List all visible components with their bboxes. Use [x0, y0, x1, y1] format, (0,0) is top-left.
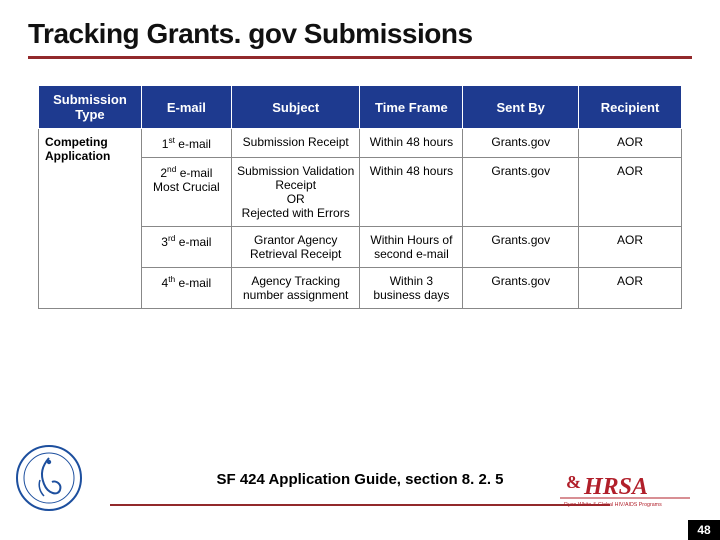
cell-subject: Submission Validation ReceiptORRejected … [231, 158, 360, 227]
table-row: Competing Application1st e-mailSubmissio… [39, 129, 682, 158]
cell-subject: Agency Tracking number assignment [231, 268, 360, 309]
cell-sentby: Grants.gov [463, 268, 579, 309]
hrsa-logo-icon: & HRSA Ryan White & Global HIV/AIDS Prog… [560, 470, 690, 510]
cell-recipient: AOR [579, 268, 682, 309]
table-column-header: Subject [231, 86, 360, 129]
svg-text:&: & [566, 472, 581, 492]
table-column-header: Recipient [579, 86, 682, 129]
cell-email: 4th e-mail [141, 268, 231, 309]
hhs-seal-icon [14, 444, 84, 512]
cell-timeframe: Within 48 hours [360, 129, 463, 158]
title-rule [28, 56, 692, 59]
tracking-table: Submission TypeE-mailSubjectTime FrameSe… [38, 85, 682, 309]
table-rowhead: Competing Application [39, 129, 142, 309]
cell-subject: Grantor Agency Retrieval Receipt [231, 227, 360, 268]
cell-subject: Submission Receipt [231, 129, 360, 158]
table-column-header: Sent By [463, 86, 579, 129]
table-header-row: Submission TypeE-mailSubjectTime FrameSe… [39, 86, 682, 129]
slide: Tracking Grants. gov Submissions Submiss… [0, 0, 720, 540]
footer-rule [110, 504, 610, 506]
hrsa-title: HRSA [583, 474, 648, 500]
cell-recipient: AOR [579, 158, 682, 227]
cell-sentby: Grants.gov [463, 129, 579, 158]
tracking-table-wrap: Submission TypeE-mailSubjectTime FrameSe… [28, 85, 692, 309]
table-column-header: Submission Type [39, 86, 142, 129]
cell-timeframe: Within 48 hours [360, 158, 463, 227]
cell-sentby: Grants.gov [463, 158, 579, 227]
cell-recipient: AOR [579, 227, 682, 268]
cell-sentby: Grants.gov [463, 227, 579, 268]
table-column-header: E-mail [141, 86, 231, 129]
cell-recipient: AOR [579, 129, 682, 158]
table-body: Competing Application1st e-mailSubmissio… [39, 129, 682, 309]
hrsa-subtitle: Ryan White & Global HIV/AIDS Programs [564, 502, 662, 508]
page-title: Tracking Grants. gov Submissions [28, 18, 692, 50]
cell-email: 3rd e-mail [141, 227, 231, 268]
cell-email: 1st e-mail [141, 129, 231, 158]
cell-timeframe: Within 3 business days [360, 268, 463, 309]
cell-email: 2nd e-mailMost Crucial [141, 158, 231, 227]
page-number: 48 [688, 520, 720, 540]
cell-timeframe: Within Hours of second e-mail [360, 227, 463, 268]
table-column-header: Time Frame [360, 86, 463, 129]
